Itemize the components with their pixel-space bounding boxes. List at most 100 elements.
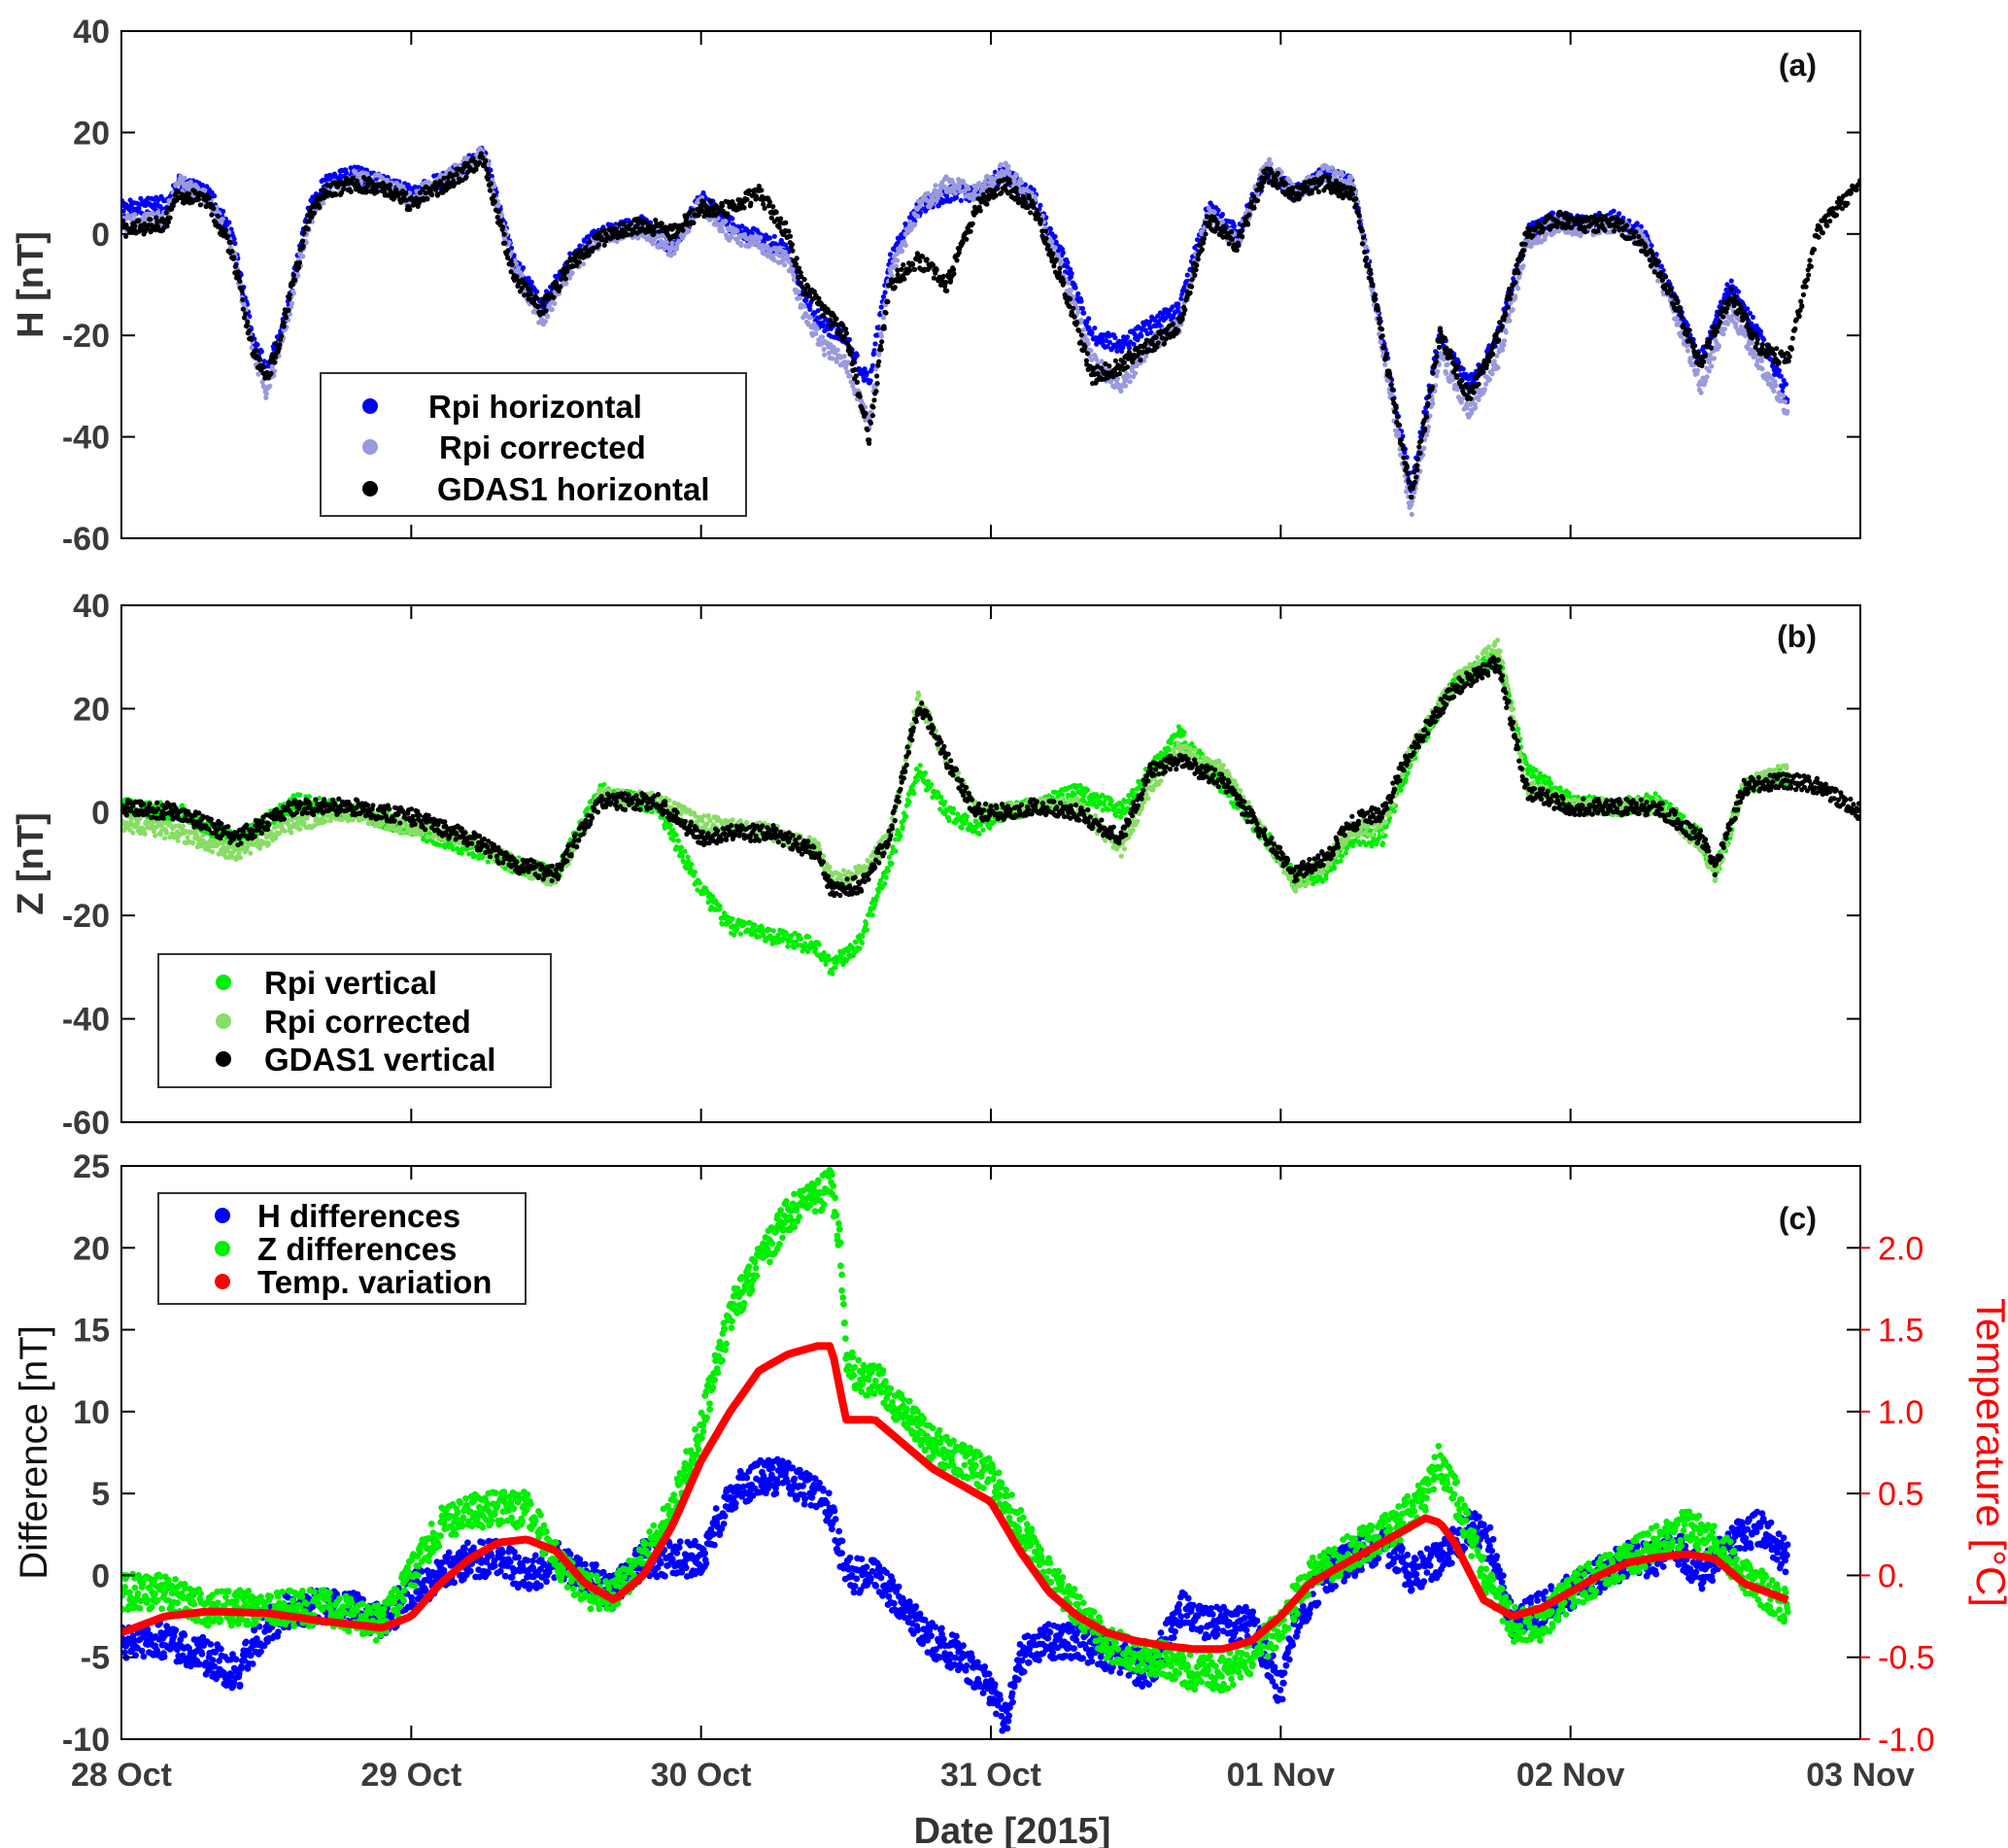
data-point (492, 184, 497, 189)
data-point (938, 191, 944, 197)
data-point (676, 238, 682, 244)
data-point (1745, 306, 1751, 312)
data-point (1147, 325, 1153, 331)
data-point (563, 281, 569, 287)
data-point (287, 311, 292, 318)
data-point (1443, 370, 1449, 376)
data-point (1476, 396, 1481, 402)
data-point (155, 197, 161, 203)
data-point (429, 192, 435, 198)
data-point (281, 324, 287, 329)
data-point (280, 320, 287, 325)
data-point (1122, 383, 1129, 389)
data-point (931, 192, 937, 198)
data-point (501, 231, 507, 237)
data-point (720, 228, 726, 234)
data-point (486, 171, 492, 177)
data-point (1773, 383, 1779, 389)
data-point (1089, 329, 1095, 335)
data-point (1329, 165, 1335, 171)
data-point (176, 181, 182, 188)
data-point (1404, 489, 1410, 495)
data-point (566, 275, 573, 281)
data-point (290, 291, 296, 296)
data-point (1121, 374, 1127, 380)
data-point (880, 315, 887, 321)
data-point (295, 273, 301, 279)
data-point (513, 260, 519, 266)
data-point (1072, 285, 1078, 291)
data-point (815, 308, 821, 314)
data-point (1068, 266, 1073, 272)
data-point (890, 258, 896, 264)
data-point (476, 159, 483, 165)
data-point (1783, 399, 1788, 405)
data-point (1086, 316, 1092, 322)
data-point (286, 307, 291, 313)
data-point (541, 302, 547, 308)
data-point (543, 308, 549, 314)
data-point (300, 254, 306, 259)
data-point (1019, 180, 1025, 186)
data-point (1460, 366, 1466, 372)
data-point (1724, 321, 1731, 326)
data-point (1747, 310, 1753, 316)
data-point (136, 218, 142, 223)
data-point (1502, 338, 1508, 344)
data-point (1435, 368, 1441, 374)
data-point (182, 175, 187, 181)
data-point (766, 235, 773, 241)
data-point (1075, 291, 1081, 296)
data-point (1716, 343, 1722, 349)
data-point (1473, 405, 1479, 411)
data-point (1127, 379, 1133, 385)
data-point (953, 194, 960, 200)
data-point (232, 263, 238, 269)
data-point (483, 157, 489, 164)
data-point (970, 196, 976, 202)
data-point (834, 347, 840, 353)
data-point (527, 286, 532, 291)
data-point (221, 208, 226, 215)
data-point (782, 262, 788, 268)
data-point (771, 257, 777, 263)
data-point (256, 357, 262, 362)
data-point (1469, 371, 1475, 377)
data-point (581, 261, 587, 267)
data-point (925, 190, 931, 196)
data-point (506, 240, 512, 246)
data-point (509, 261, 515, 267)
data-point (321, 200, 326, 206)
data-point (463, 174, 469, 180)
data-point (1421, 445, 1427, 451)
data-point (796, 290, 801, 295)
data-point (542, 319, 549, 325)
data-point (1735, 289, 1742, 294)
data-point (1780, 393, 1787, 398)
data-point (1486, 377, 1492, 383)
data-point (1065, 259, 1071, 265)
data-point (1704, 374, 1710, 380)
data-point (1092, 325, 1098, 331)
data-point (671, 251, 677, 257)
data-point (220, 216, 225, 222)
data-point (1430, 400, 1436, 406)
data-point (1068, 288, 1073, 293)
data-point (1038, 202, 1043, 208)
panel-a-series (121, 145, 1860, 518)
data-point (1503, 329, 1509, 335)
data-point (528, 291, 534, 297)
data-point (1211, 209, 1217, 215)
data-point (249, 345, 255, 351)
data-point (1489, 371, 1495, 377)
data-point (243, 311, 249, 317)
data-point (268, 370, 274, 376)
data-point (202, 188, 208, 193)
data-point (966, 186, 971, 191)
data-point (663, 244, 668, 250)
data-point (998, 161, 1004, 167)
data-point (783, 242, 789, 248)
data-point (669, 240, 675, 246)
data-point (1126, 345, 1133, 351)
data-point (545, 314, 551, 320)
